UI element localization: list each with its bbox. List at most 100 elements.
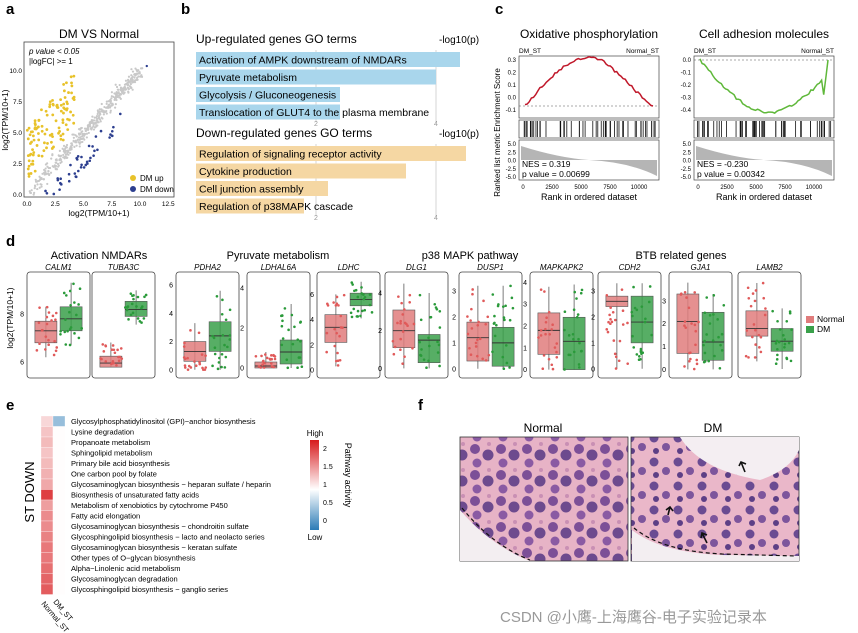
boxplot-point-normal <box>683 324 686 327</box>
boxplot-point-dm <box>508 318 512 322</box>
boxplot-y-tick: 1 <box>452 340 456 347</box>
scatter-point-ns <box>126 81 129 84</box>
boxplot-point-dm <box>790 328 793 331</box>
boxplot-point-dm <box>360 286 363 289</box>
boxplot-point-normal <box>399 322 402 325</box>
gsea-es-tick: 0.3 <box>508 58 517 64</box>
boxplot-point-normal <box>270 354 273 357</box>
boxplot-point-normal <box>113 351 117 355</box>
heatmap-cell <box>52 457 66 469</box>
gsea-es-tick: 0.0 <box>683 58 692 64</box>
boxplot-y-tick: 4 <box>378 291 382 298</box>
boxplot-point-dm <box>356 309 360 313</box>
boxplot-point-normal <box>541 367 545 371</box>
go-bar <box>196 163 406 179</box>
heatmap-colorbar-tick: 1.5 <box>323 464 333 471</box>
boxplot-point-dm <box>702 343 705 347</box>
scatter-point-down <box>45 191 49 195</box>
scatter-point-up <box>61 132 65 136</box>
legend-dm-up-dot <box>130 175 136 181</box>
scatter-point-up <box>31 148 34 151</box>
legend-dm-up-label: DM up <box>140 174 164 183</box>
boxplot-point-dm <box>362 297 366 301</box>
boxplot-point-normal <box>466 332 470 336</box>
boxplot-point-dm <box>567 334 571 337</box>
boxplot-point-normal <box>396 321 399 325</box>
boxplot-point-dm <box>708 314 712 317</box>
legend-normal-swatch <box>806 316 814 323</box>
scatter-point-up <box>33 119 37 123</box>
boxplot-point-normal <box>186 368 190 371</box>
boxplot-point-normal <box>471 292 474 296</box>
scatter-point-ns <box>55 168 59 171</box>
boxplot-point-normal <box>101 343 105 346</box>
boxplot-point-normal <box>51 314 55 318</box>
scatter-point-ns <box>76 139 79 142</box>
heatmap-cell <box>40 573 54 585</box>
go-bar <box>196 69 436 85</box>
boxplot-point-normal <box>487 353 491 357</box>
heatmap-cell <box>40 499 54 511</box>
boxplot-point-normal <box>688 351 691 355</box>
boxplot-point-normal <box>685 296 688 299</box>
boxplot-point-normal <box>270 357 274 361</box>
boxplot-point-dm <box>572 308 576 312</box>
scatter-point-ns <box>124 79 128 82</box>
scatter-point-up <box>48 105 52 109</box>
boxplot-point-normal <box>762 296 766 300</box>
boxplot-point-normal <box>35 349 39 352</box>
boxplot-point-normal <box>38 306 41 309</box>
panel-label-e: e <box>6 397 14 414</box>
boxplot-point-normal <box>403 321 407 325</box>
scatter-point-up <box>70 84 74 88</box>
boxplot-point-normal <box>539 329 543 332</box>
boxplot-point-dm <box>223 343 226 347</box>
scatter-point-ns <box>123 86 126 89</box>
boxplot-point-normal <box>758 346 761 349</box>
heatmap-row-label: Other types of O−glycan biosynthesis <box>71 554 196 563</box>
boxplot-point-dm <box>226 345 229 349</box>
scatter-point-ns <box>103 105 106 109</box>
boxplot-point-dm <box>641 351 645 355</box>
boxplot-point-normal <box>751 335 754 339</box>
gsea-x-tick: 7500 <box>603 185 617 191</box>
boxplot-point-dm <box>140 305 144 308</box>
heatmap-cell <box>52 426 66 438</box>
boxplot-point-dm <box>362 293 365 296</box>
boxplot-point-normal <box>104 360 108 363</box>
boxplot-point-dm <box>575 315 579 319</box>
boxplot-point-normal <box>273 357 277 361</box>
scatter-point-ns <box>83 133 86 136</box>
csdn-watermark: CSDN @小鹰-上海鹰谷-电子实验记录本 <box>500 609 767 626</box>
boxplot-point-dm <box>218 356 221 360</box>
scatter-point-ns <box>62 150 65 153</box>
scatter-point-up <box>51 102 55 106</box>
boxplot-point-normal <box>269 362 273 365</box>
boxplot-point-dm <box>228 308 232 312</box>
scatter-point-up <box>37 138 41 142</box>
boxplot-point-normal <box>110 348 114 351</box>
scatter-point-ns <box>57 164 60 167</box>
scatter-point-down <box>88 159 92 163</box>
boxplot-point-normal <box>53 339 56 343</box>
boxplot-point-normal <box>474 345 478 348</box>
boxplot-point-dm <box>427 359 430 363</box>
boxplot-point-normal <box>342 293 346 297</box>
boxplot-point-dm <box>285 358 289 362</box>
boxplot-point-dm <box>363 308 367 312</box>
boxplot-point-normal <box>548 332 551 336</box>
scatter-point-ns <box>113 92 116 95</box>
gsea-right-label: Normal_ST <box>626 48 659 55</box>
heatmap-cell <box>52 583 66 595</box>
go-axis-tick: 2 <box>314 215 318 222</box>
boxplot-point-dm <box>132 297 135 301</box>
gsea-rank-tick: -5.0 <box>506 175 517 181</box>
boxplot-gene-label: TUBA3C <box>108 263 140 272</box>
scatter-point-ns <box>132 80 135 83</box>
gsea-rank-tick: 0.0 <box>508 159 517 165</box>
scatter-point-up <box>71 113 75 117</box>
heatmap-cell <box>40 457 54 469</box>
heatmap-cell <box>40 426 54 438</box>
boxplot-point-normal <box>408 293 412 297</box>
